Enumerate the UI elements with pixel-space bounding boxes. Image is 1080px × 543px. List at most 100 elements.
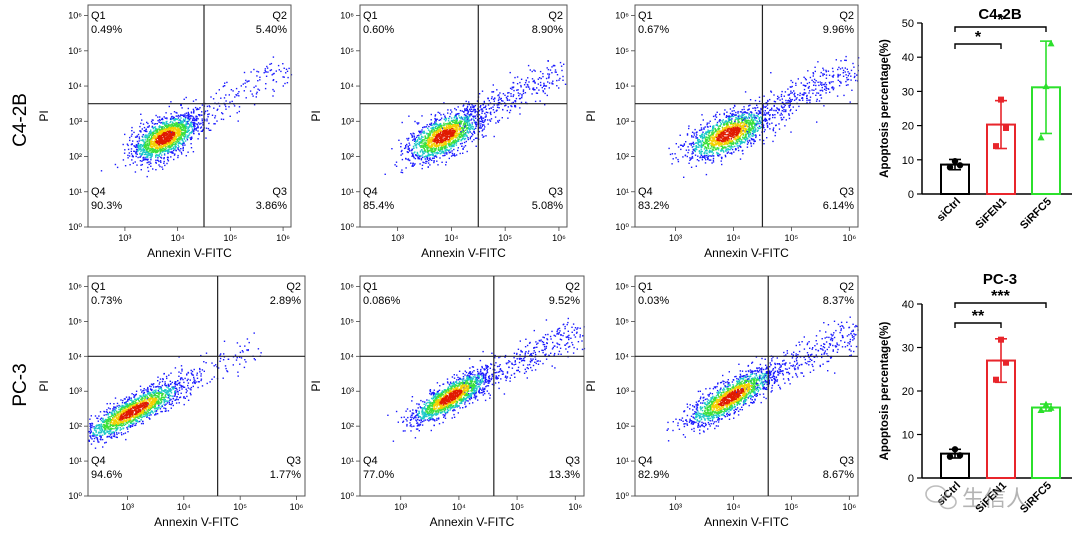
dot (693, 134, 696, 136)
dot (439, 134, 441, 136)
dot (816, 98, 818, 101)
dot (192, 130, 194, 133)
dot (153, 123, 156, 125)
dot (413, 140, 416, 142)
dot (167, 124, 170, 126)
dot (423, 144, 426, 146)
dot (482, 110, 484, 112)
dot (855, 79, 857, 82)
dot (146, 134, 148, 136)
dot (448, 130, 450, 132)
dot (183, 131, 185, 134)
dot (440, 130, 443, 132)
dot (464, 126, 466, 128)
dot (741, 150, 743, 152)
dot (206, 118, 208, 120)
dot (229, 115, 231, 117)
dot (431, 132, 433, 134)
dot (149, 148, 152, 150)
dot (179, 127, 182, 129)
dot (196, 123, 199, 126)
dot (175, 132, 177, 134)
quadrant-q2-label: Q2 (548, 10, 563, 22)
dot (192, 126, 194, 128)
dot (240, 85, 242, 87)
dot (412, 132, 414, 134)
dot (429, 150, 431, 152)
dot (197, 138, 199, 140)
dot (483, 128, 485, 130)
dot (846, 77, 848, 79)
dot (165, 127, 167, 130)
dot (169, 121, 171, 124)
dot (436, 127, 438, 130)
dot (502, 93, 505, 95)
dot (803, 76, 805, 78)
dot (214, 115, 217, 117)
dot (172, 132, 174, 134)
dot (194, 125, 196, 127)
dot (721, 120, 723, 122)
dot (472, 109, 475, 111)
dot (148, 139, 150, 141)
dot (418, 134, 420, 136)
dot (548, 75, 550, 77)
dot (146, 175, 148, 178)
dot (143, 141, 145, 143)
dot (757, 121, 759, 123)
dot (197, 125, 199, 127)
dot (157, 135, 160, 138)
dot (224, 104, 226, 106)
dot (182, 129, 185, 132)
dot (742, 125, 744, 128)
dot (706, 139, 708, 141)
dot (509, 71, 511, 74)
dot (159, 130, 161, 132)
dot (439, 119, 442, 121)
dot (762, 114, 764, 116)
dot (775, 110, 777, 112)
dot (174, 145, 176, 147)
dot (257, 71, 260, 73)
dot (461, 117, 463, 119)
dot (747, 140, 749, 142)
dot (453, 135, 456, 137)
dot (718, 120, 720, 122)
dot (246, 81, 248, 83)
dot (163, 133, 165, 135)
dot (511, 86, 513, 88)
dot (195, 118, 197, 121)
dot (764, 120, 766, 122)
dot (737, 145, 740, 147)
dot (177, 123, 179, 125)
dot (143, 144, 145, 146)
dot (802, 84, 805, 86)
dot (453, 129, 455, 131)
dot (423, 126, 425, 128)
dot (439, 140, 441, 142)
dot (183, 98, 185, 100)
dot (489, 112, 492, 114)
y-tick-label: 10¹ (69, 187, 82, 197)
dot (436, 118, 438, 120)
dot (426, 140, 428, 142)
dot (737, 135, 739, 138)
dot (723, 127, 726, 129)
dot (175, 128, 177, 131)
dot (413, 133, 415, 135)
dot (132, 162, 134, 164)
dot (152, 151, 155, 153)
dot (683, 144, 685, 146)
dot (534, 100, 537, 103)
dot (168, 137, 170, 140)
dot (454, 121, 456, 123)
dot (446, 132, 449, 134)
dot (421, 139, 424, 141)
dot (784, 110, 787, 113)
dot (481, 125, 483, 127)
dot (174, 137, 177, 139)
dot (688, 143, 691, 145)
dot (185, 155, 187, 157)
dot (427, 150, 430, 153)
dot (738, 129, 741, 131)
